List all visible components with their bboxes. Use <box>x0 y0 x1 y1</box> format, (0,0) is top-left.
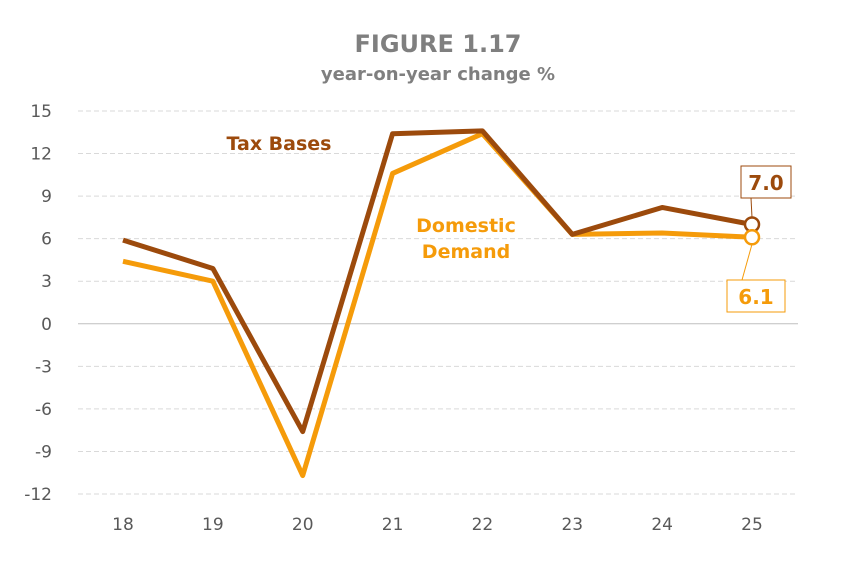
callout-box <box>740 165 792 199</box>
end-point-marker <box>743 228 761 246</box>
y-tick-label: -12 <box>24 485 52 505</box>
y-tick-label: 0 <box>41 315 52 335</box>
callout-box <box>726 279 786 313</box>
y-tick-label: -9 <box>35 442 52 462</box>
y-tick-label: 9 <box>41 187 52 207</box>
chart-title: FIGURE 1.17 <box>355 30 522 58</box>
x-tick-label: 25 <box>741 515 763 535</box>
x-tick-label: 21 <box>382 515 404 535</box>
y-tick-label: 15 <box>30 102 52 122</box>
data-label: 6.1 <box>738 285 773 309</box>
x-tick-label: 22 <box>472 515 494 535</box>
x-tick-label: 24 <box>651 515 673 535</box>
series-label: Domestic <box>416 215 516 237</box>
y-tick-label: 6 <box>41 230 52 250</box>
callout-leader <box>750 197 753 218</box>
chart-subtitle: year-on-year change % <box>321 64 555 85</box>
data-label: 7.0 <box>748 171 783 195</box>
x-tick-label: 18 <box>112 515 134 535</box>
callout-leader <box>741 244 753 281</box>
series-line <box>122 128 753 435</box>
series-label: Demand <box>422 241 510 263</box>
series-line <box>122 131 753 479</box>
x-tick-label: 23 <box>561 515 583 535</box>
x-tick-label: 20 <box>292 515 314 535</box>
y-tick-label: -6 <box>35 400 52 420</box>
x-tick-label: 19 <box>202 515 224 535</box>
y-tick-label: 12 <box>30 145 52 165</box>
series-label: Tax Bases <box>226 133 331 155</box>
y-tick-label: 3 <box>41 272 52 292</box>
y-tick-label: -3 <box>35 357 52 377</box>
